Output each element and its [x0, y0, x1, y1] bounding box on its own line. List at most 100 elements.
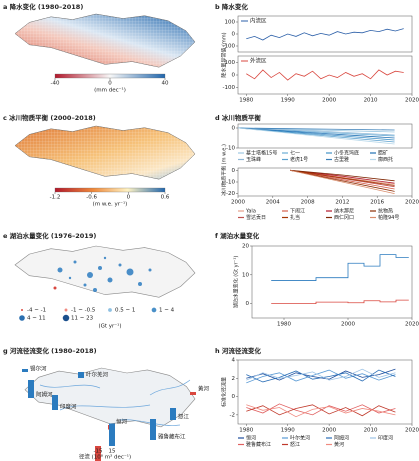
y-axis-label: 冰川物质平衡 (m w.e.) — [221, 144, 228, 196]
legend-label: -1 ~ -0.5 — [71, 308, 96, 314]
x-tick-label: 1980 — [277, 322, 291, 328]
x-tick-label: 2004 — [266, 200, 280, 206]
legend-swatch — [151, 307, 157, 313]
x-tick-label: 1990 — [281, 98, 295, 104]
legend-label: 帕隆94号 — [378, 214, 399, 221]
y-tick-label: 100 — [225, 20, 236, 26]
lake-marker — [57, 267, 63, 273]
legend-swatch — [64, 308, 68, 312]
lake-marker — [138, 282, 142, 286]
legend-swatch — [62, 314, 70, 322]
legend-label: 叶尔羌河 — [290, 435, 310, 442]
map-grid — [15, 14, 195, 68]
legend-label: 11 ~ 23 — [71, 316, 94, 322]
scale-bar — [109, 423, 115, 446]
legend-label: 古里雅 — [334, 156, 349, 163]
panel-title: b 降水变化 — [215, 2, 248, 11]
legend-label: 扎当 — [290, 214, 300, 221]
lake-marker — [93, 288, 97, 292]
colorbar-tick-label: -40 — [51, 81, 60, 87]
y-tick-label: -10 — [226, 180, 235, 186]
y-tick-label: 0 — [232, 394, 236, 400]
series-line — [246, 369, 396, 383]
plot-frame — [251, 245, 413, 319]
x-tick-label: 2000 — [341, 322, 355, 328]
x-tick-label: 2020 — [405, 322, 419, 328]
legend-label: 1 ~ 4 — [159, 308, 175, 314]
legend-label: 七一 — [290, 150, 300, 157]
runoff-bar — [190, 392, 196, 395]
x-tick-label: 2012 — [335, 200, 349, 206]
x-tick-label: 1980 — [239, 428, 253, 434]
lake-marker — [118, 263, 122, 267]
legend-label: Yala — [245, 209, 256, 215]
series-line — [246, 404, 396, 417]
legend-label: 4 ~ 11 — [27, 316, 46, 322]
panel-title: a 降水变化 (1980–2018) — [3, 2, 83, 11]
legend-label: 阿姆河 — [334, 435, 349, 442]
legend-label: 腊矿 — [378, 150, 388, 157]
series-line — [246, 69, 404, 81]
legend-label: 纳木那尼 — [334, 208, 354, 215]
series-line — [237, 127, 395, 139]
river-label: 恒河 — [116, 418, 128, 426]
lake-marker — [107, 277, 113, 283]
region-map — [14, 245, 196, 298]
x-tick-label: 2010 — [364, 98, 378, 104]
x-tick-label: 2016 — [370, 200, 384, 206]
legend-unit: (Gt yr⁻¹) — [98, 323, 121, 330]
lake-marker — [148, 268, 152, 272]
lake-marker — [68, 276, 72, 280]
runoff-bar — [28, 380, 34, 398]
runoff-bar — [170, 408, 176, 420]
x-tick-label: 2020 — [405, 98, 419, 104]
colorbar-tick-label: 0 — [108, 81, 112, 87]
panel-title: f 湖泊水量变化 — [215, 231, 260, 240]
legend-label: 雪达贡日 — [246, 214, 266, 221]
river-label: 黄河 — [198, 385, 210, 393]
series-line — [246, 28, 404, 41]
x-tick-label: 2010 — [364, 428, 378, 434]
river-label: 阿姆河 — [36, 391, 53, 399]
y-tick-label: -100 — [223, 85, 236, 91]
x-tick-label: 2020 — [405, 428, 419, 434]
colorbar-tick-label: 0 — [127, 195, 131, 201]
y-tick-label: -2 — [230, 412, 235, 418]
y-tick-label: 0 — [232, 168, 236, 174]
series-line — [246, 403, 396, 416]
runoff-bar — [150, 419, 156, 440]
y-axis-label: 湖泊水量变化 (Gt yr⁻¹) — [233, 256, 240, 309]
series-line — [290, 169, 395, 182]
colorbar-unit: (mm dec⁻¹) — [94, 87, 126, 94]
y-tick-label: 4 — [232, 358, 236, 364]
series-line — [290, 169, 395, 186]
series-line — [246, 368, 396, 381]
legend-label: 老虎1号 — [290, 156, 308, 163]
x-tick-label: 2000 — [231, 200, 245, 206]
legend-label: 小冬克玛底 — [334, 150, 359, 157]
river-label: 锡尔河 — [30, 365, 47, 373]
lake-marker — [83, 283, 87, 287]
legend-label: 黄河 — [334, 441, 344, 448]
lake-marker — [87, 272, 93, 278]
y-tick-label: 2 — [232, 376, 236, 382]
y-tick-label: 20 — [242, 244, 249, 250]
legend-swatch — [19, 315, 25, 321]
lake-marker — [126, 268, 134, 276]
y-tick-label: 0 — [232, 32, 236, 38]
panel-title: h 河流径流变化 — [215, 346, 261, 355]
lake-marker — [73, 260, 77, 264]
x-tick-label: 1990 — [281, 428, 295, 434]
series-line — [246, 369, 396, 384]
y-tick-label: 10 — [242, 272, 249, 278]
river-label: 雅鲁藏布江 — [158, 433, 186, 441]
scale-unit: 径流 (10⁸ m³ dec⁻¹) — [79, 453, 131, 461]
legend-label: 0.5 ~ 1 — [115, 308, 135, 314]
y-tick-label: 0 — [232, 126, 236, 132]
river — [39, 379, 191, 426]
legend-label: 内流区 — [250, 17, 267, 25]
x-tick-label: 2008 — [301, 200, 315, 206]
colorbar-unit: (m w.e. yr⁻¹) — [93, 201, 128, 208]
